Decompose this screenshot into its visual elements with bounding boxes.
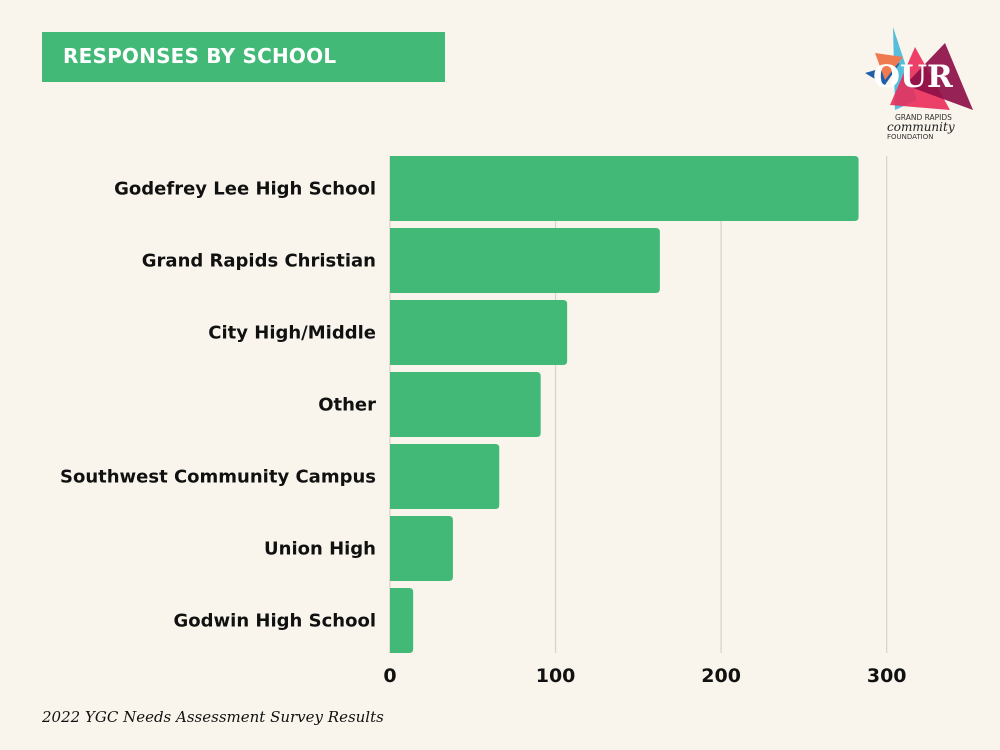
category-label: Other [318, 395, 376, 416]
bar [390, 588, 414, 653]
grand-rapids-community-foundation-logo: OUR GRAND RAPIDS community FOUNDATION [855, 25, 980, 145]
bar [390, 516, 453, 581]
chart-title-banner: RESPONSES BY SCHOOL [42, 32, 445, 82]
x-tick-label: 100 [536, 665, 576, 687]
svg-text:community: community [887, 120, 955, 134]
category-label: City High/Middle [208, 323, 376, 344]
bar [390, 372, 541, 437]
category-label: Union High [264, 539, 376, 560]
x-tick-label: 200 [701, 665, 741, 687]
category-label: Southwest Community Campus [60, 467, 376, 488]
bar [390, 228, 660, 293]
svg-text:OUR: OUR [873, 59, 953, 95]
bar [390, 156, 859, 221]
svg-text:GRAND RAPIDS: GRAND RAPIDS [895, 113, 952, 122]
svg-text:FOUNDATION: FOUNDATION [887, 133, 934, 141]
x-tick-label: 0 [383, 665, 396, 687]
chart-title: RESPONSES BY SCHOOL [63, 44, 337, 68]
category-label: Godefrey Lee High School [114, 179, 376, 200]
category-label: Grand Rapids Christian [142, 251, 376, 272]
footer-caption: 2022 YGC Needs Assessment Survey Results [42, 708, 384, 726]
bar [390, 444, 500, 509]
bar [390, 300, 568, 365]
x-tick-label: 300 [867, 665, 907, 687]
category-label: Godwin High School [174, 611, 376, 632]
